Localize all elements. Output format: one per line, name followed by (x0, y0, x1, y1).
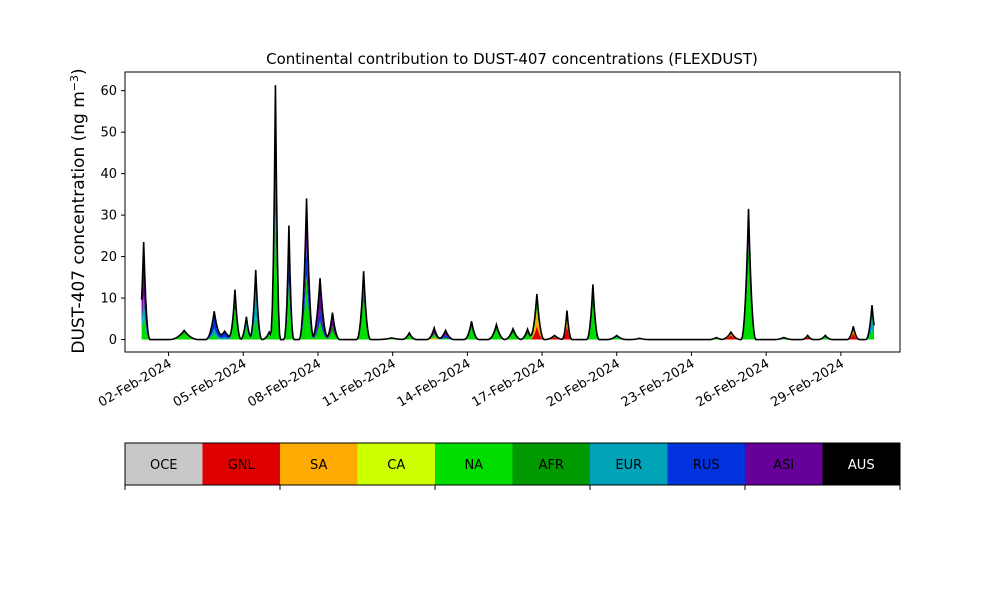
y-axis: 0 10 20 30 40 50 60 (100, 84, 125, 348)
legend-swatch-aus (822, 443, 901, 485)
y-tick-label: 50 (100, 126, 117, 141)
legend-swatch-sa (280, 443, 358, 485)
chart-title: Continental contribution to DUST-407 con… (266, 50, 758, 68)
legend-swatch-gnl (202, 443, 281, 485)
x-tick-label: 20-Feb-2024 (544, 356, 623, 410)
area-aus (141, 85, 875, 340)
legend-swatch-asi (745, 443, 823, 485)
x-tick-label: 14-Feb-2024 (395, 356, 474, 410)
legend-swatch-rus (667, 443, 746, 485)
x-tick-label: 05-Feb-2024 (171, 356, 250, 410)
legend-label-gnl: GNL (228, 458, 256, 473)
area-rus (141, 148, 875, 340)
legend-label-afr: AFR (539, 458, 564, 473)
y-axis-label: DUST-407 concentration (ng m−3) (68, 68, 89, 353)
x-tick-label: 23-Feb-2024 (619, 356, 698, 410)
y-tick-label: 20 (100, 250, 117, 265)
legend-swatch-afr (512, 443, 591, 485)
area-asi (141, 85, 875, 340)
y-tick-label: 0 (109, 333, 117, 348)
y-tick-label: 60 (100, 84, 117, 99)
y-axis-label-unit-exp: −3 (68, 75, 81, 91)
x-tick-label: 11-Feb-2024 (320, 356, 399, 410)
legend-label-eur: EUR (615, 458, 642, 473)
legend-label-oce: OCE (150, 458, 178, 473)
x-tick-label: 08-Feb-2024 (245, 356, 324, 410)
legend-label-rus: RUS (693, 458, 720, 473)
x-tick-label: 17-Feb-2024 (470, 356, 549, 410)
legend-swatch-ca (357, 443, 436, 485)
area-eur (141, 174, 875, 340)
legend-swatch-eur (590, 443, 668, 485)
legend-label-aus: AUS (848, 458, 875, 473)
x-tick-label: 26-Feb-2024 (694, 356, 773, 410)
legend-label-sa: SA (310, 458, 327, 473)
y-axis-label-text: DUST-407 concentration (ng m (69, 91, 89, 353)
legend-label-asi: ASI (773, 458, 794, 473)
legend-label-na: NA (464, 458, 483, 473)
x-tick-label: 29-Feb-2024 (768, 356, 847, 410)
region-legend: OCE GNL SA CA NA AFR EUR RUS ASI AUS (124, 442, 901, 490)
legend-swatch-na (435, 443, 513, 485)
area-afr (141, 174, 875, 340)
area-na (141, 212, 875, 340)
y-tick-label: 40 (100, 167, 117, 182)
y-axis-label-close: ) (69, 68, 89, 75)
y-tick-label: 30 (100, 209, 117, 224)
total-line (140, 85, 875, 341)
stacked-areas (140, 85, 875, 341)
legend-swatch-oce (125, 443, 203, 485)
legend-frame (124, 442, 901, 486)
plot-frame (124, 71, 901, 353)
x-tick-label: 02-Feb-2024 (96, 356, 175, 410)
y-tick-label: 10 (100, 292, 117, 307)
x-axis: 02-Feb-202405-Feb-202408-Feb-202411-Feb-… (96, 352, 847, 410)
legend-label-ca: CA (387, 458, 405, 473)
